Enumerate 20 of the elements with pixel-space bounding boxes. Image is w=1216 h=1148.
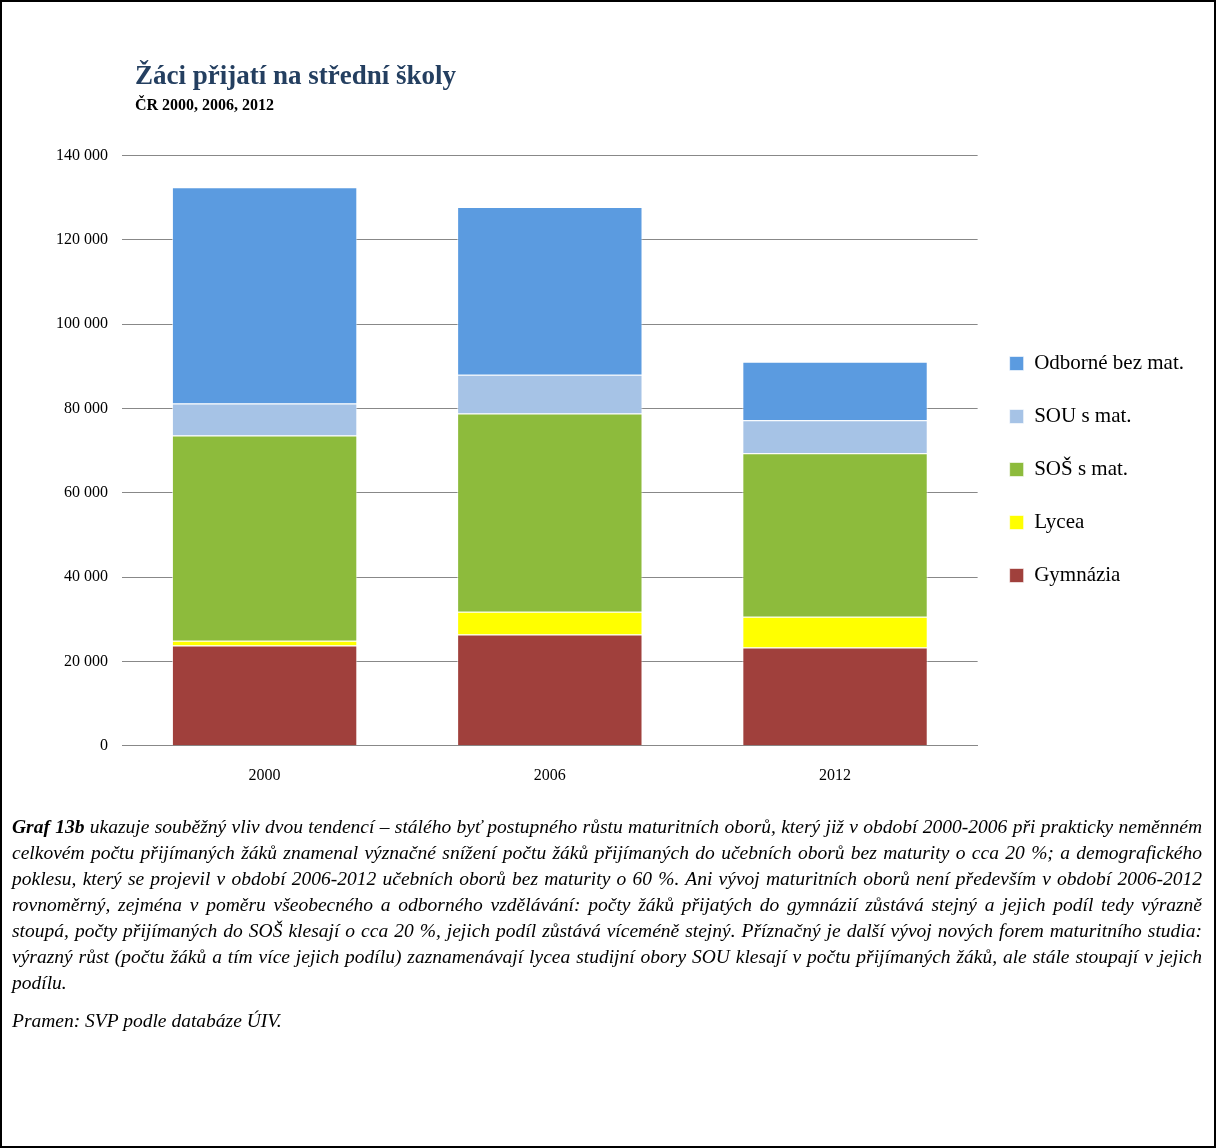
y-tick-label: 80 000	[64, 398, 108, 416]
y-tick-label: 0	[100, 736, 108, 753]
x-tick-label: 2006	[533, 765, 566, 783]
legend-label: Gymnázia	[1034, 562, 1122, 587]
y-tick-label: 20 000	[64, 651, 108, 669]
legend-label: SOU s mat.	[1034, 403, 1132, 428]
legend-label: SOŠ s mat.	[1034, 456, 1129, 481]
chart-subtitle: ČR 2000, 2006, 2012	[135, 96, 275, 114]
y-tick-label: 60 000	[64, 483, 108, 501]
text: Graf 13b	[12, 816, 85, 837]
legend-label: Odborné bez mat.	[1034, 350, 1185, 375]
y-tick-label: 120 000	[56, 230, 108, 248]
y-tick-label: 100 000	[56, 314, 108, 332]
legend-label: Lycea	[1034, 509, 1085, 534]
x-tick-label: 2012	[819, 765, 852, 783]
y-tick-label: 140 000	[56, 145, 108, 163]
x-tick-label: 2000	[248, 765, 281, 783]
chart-title: Žáci přijatí na střední školy	[135, 60, 457, 91]
y-tick-label: 40 000	[64, 567, 108, 585]
text: Pramen: SVP podle databáze ÚIV.	[12, 1009, 283, 1033]
